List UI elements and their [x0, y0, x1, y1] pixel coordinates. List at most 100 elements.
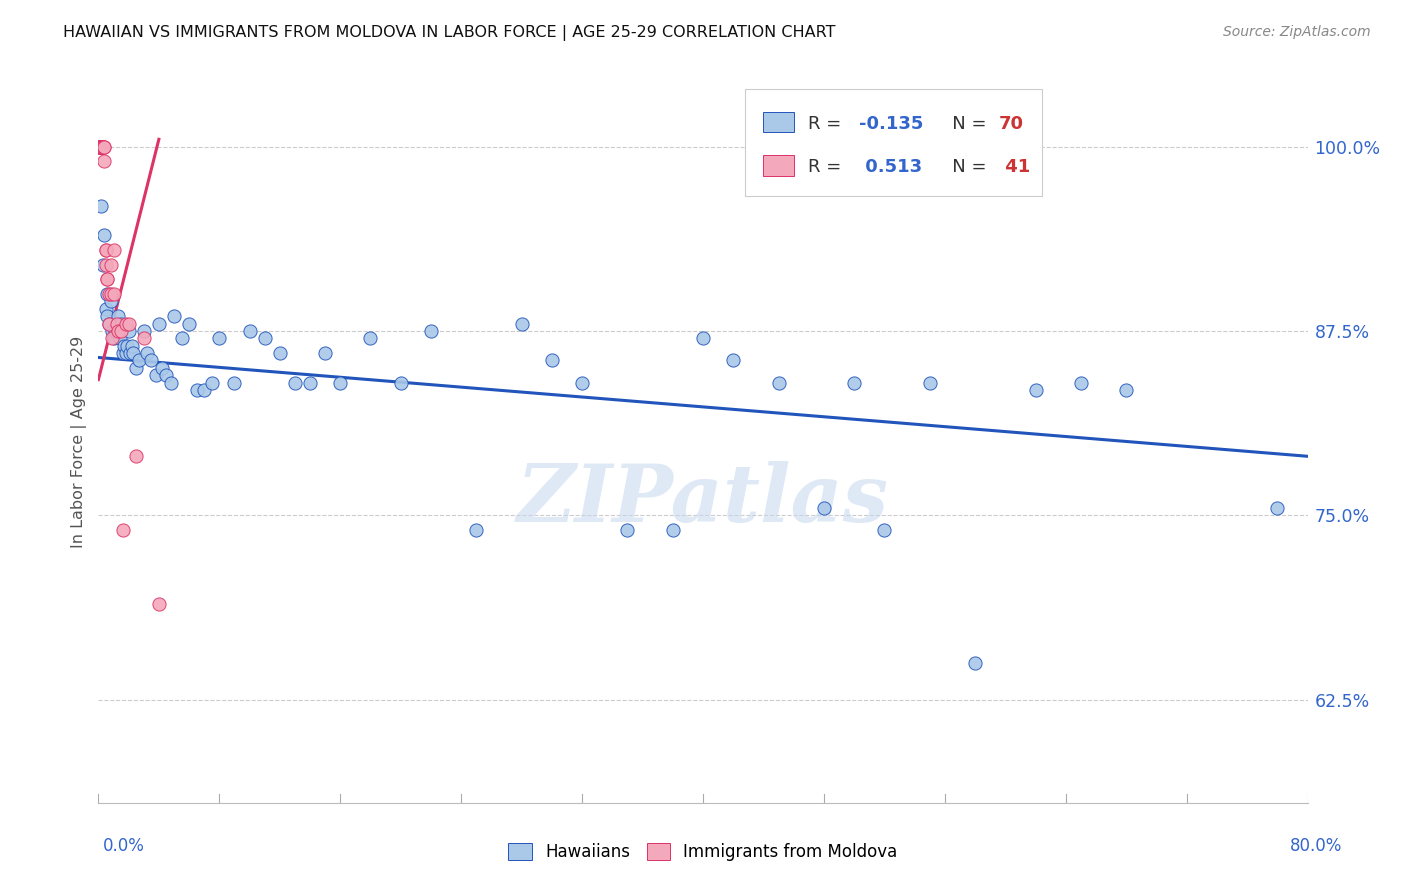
Point: [179, 317, 201, 331]
Point: [101, 324, 124, 338]
Point: [121, 339, 143, 353]
Point: [571, 376, 593, 390]
Point: [89, 139, 111, 153]
Text: N =: N =: [935, 158, 993, 176]
Point: [110, 317, 132, 331]
Text: N =: N =: [935, 115, 993, 133]
Point: [90, 139, 112, 153]
Point: [128, 353, 150, 368]
Point: [105, 317, 128, 331]
Text: R =: R =: [808, 115, 848, 133]
Point: [125, 360, 148, 375]
Legend: Hawaiians, Immigrants from Moldova: Hawaiians, Immigrants from Moldova: [502, 836, 904, 868]
Y-axis label: In Labor Force | Age 25-29: In Labor Force | Age 25-29: [72, 335, 87, 548]
Point: [148, 597, 170, 611]
Point: [110, 324, 132, 338]
Point: [93, 154, 115, 169]
Point: [873, 523, 896, 537]
Point: [89, 139, 111, 153]
Point: [115, 339, 138, 353]
Point: [723, 353, 745, 368]
Point: [89, 139, 111, 153]
Point: [201, 376, 224, 390]
Point: [93, 139, 115, 153]
Point: [118, 324, 141, 338]
Point: [148, 317, 170, 331]
Text: ZIPatlas: ZIPatlas: [517, 460, 889, 538]
Point: [269, 346, 291, 360]
Point: [224, 376, 246, 390]
Point: [1267, 500, 1289, 515]
Point: [103, 243, 125, 257]
Point: [844, 376, 866, 390]
Point: [90, 139, 112, 153]
Point: [111, 346, 134, 360]
Point: [108, 331, 131, 345]
Point: [94, 243, 117, 257]
Point: [94, 243, 117, 257]
Text: HAWAIIAN VS IMMIGRANTS FROM MOLDOVA IN LABOR FORCE | AGE 25-29 CORRELATION CHART: HAWAIIAN VS IMMIGRANTS FROM MOLDOVA IN L…: [63, 25, 835, 41]
Point: [105, 317, 128, 331]
Point: [692, 331, 714, 345]
Point: [122, 346, 145, 360]
Point: [114, 317, 136, 331]
Point: [155, 368, 177, 383]
Point: [160, 376, 183, 390]
Point: [389, 376, 412, 390]
Point: [540, 353, 562, 368]
Point: [98, 317, 121, 331]
Point: [96, 287, 118, 301]
Point: [103, 287, 125, 301]
Point: [141, 353, 163, 368]
Point: [132, 324, 155, 338]
Point: [253, 331, 276, 345]
Point: [93, 139, 115, 153]
Point: [107, 324, 129, 338]
Point: [616, 523, 638, 537]
Point: [208, 331, 231, 345]
Point: [111, 523, 134, 537]
Point: [90, 139, 112, 153]
Point: [101, 331, 124, 345]
Point: [661, 523, 683, 537]
Point: [96, 272, 118, 286]
Point: [90, 139, 112, 153]
Point: [90, 139, 112, 153]
Point: [96, 309, 118, 323]
Point: [94, 258, 117, 272]
Point: [1070, 376, 1092, 390]
Point: [91, 139, 114, 153]
Point: [186, 383, 208, 397]
Point: [98, 287, 121, 301]
Point: [94, 301, 117, 316]
Text: -0.135: -0.135: [859, 115, 924, 133]
Point: [89, 139, 111, 153]
Point: [145, 368, 167, 383]
Point: [510, 317, 533, 331]
Point: [813, 500, 835, 515]
Point: [103, 331, 125, 345]
FancyBboxPatch shape: [763, 155, 794, 176]
Point: [96, 272, 118, 286]
Point: [112, 339, 135, 353]
Point: [91, 139, 114, 153]
Text: R =: R =: [808, 158, 848, 176]
Point: [107, 309, 129, 323]
Point: [193, 383, 215, 397]
Point: [104, 324, 127, 338]
Point: [299, 376, 322, 390]
Text: 80.0%: 80.0%: [1291, 837, 1343, 855]
Point: [98, 317, 121, 331]
Point: [1024, 383, 1046, 397]
Point: [120, 346, 142, 360]
Point: [89, 139, 111, 153]
Point: [100, 287, 122, 301]
Point: [93, 228, 115, 243]
Point: [965, 656, 987, 670]
Point: [91, 258, 114, 272]
Text: 41: 41: [1000, 158, 1031, 176]
Point: [284, 376, 307, 390]
Point: [420, 324, 443, 338]
Point: [91, 139, 114, 153]
Point: [329, 376, 352, 390]
